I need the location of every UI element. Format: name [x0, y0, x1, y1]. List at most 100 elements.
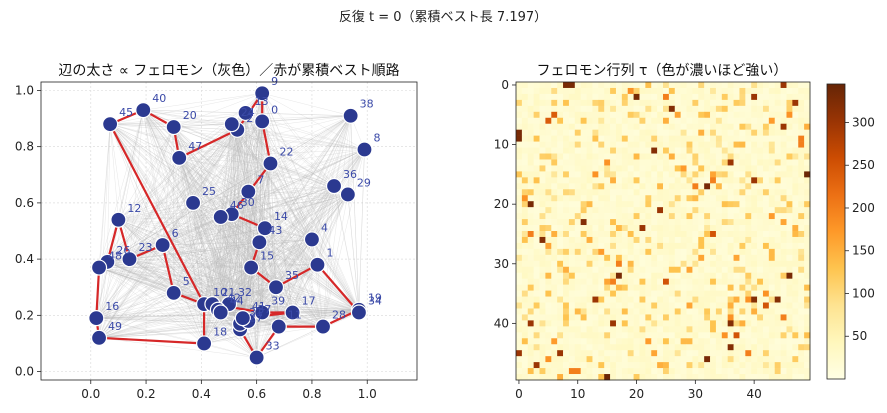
heatmap-cell: [680, 368, 687, 375]
heatmap-cell: [739, 111, 746, 119]
heatmap-cell: [539, 129, 546, 136]
heatmap-cell: [639, 123, 646, 130]
heatmap-cell: [545, 87, 552, 95]
heatmap-cell: [721, 195, 728, 202]
pheromone-edge: [259, 242, 318, 265]
heatmap-cell: [663, 141, 670, 148]
heatmap-cell: [745, 236, 752, 244]
heatmap-cell: [563, 93, 570, 101]
heatmap-cell: [668, 159, 676, 166]
heatmap-cell: [610, 225, 617, 232]
heatmap-cell: [780, 93, 787, 101]
heatmap-cell: [774, 231, 781, 238]
pheromone-edge: [118, 219, 163, 246]
pheromone-edge: [192, 129, 238, 204]
heatmap-cell: [521, 225, 529, 232]
heatmap-cell: [651, 207, 658, 214]
heatmap-cell: [733, 82, 740, 89]
heatmap-cell: [645, 308, 652, 315]
heatmap-cell: [792, 93, 799, 101]
heatmap-cell: [539, 165, 546, 172]
heatmap-cell: [715, 236, 723, 244]
pheromone-edge: [239, 149, 365, 330]
heatmap-cell: [745, 87, 752, 95]
heatmap-cell: [786, 189, 793, 196]
heatmap-cell: [539, 105, 546, 113]
heatmap-cell: [792, 314, 799, 321]
heatmap-cell: [768, 153, 776, 160]
heatmap-cell: [751, 296, 758, 303]
heatmap-cell: [704, 290, 711, 297]
heatmap-cell: [704, 314, 711, 321]
heatmap-cell: [757, 141, 764, 148]
heatmap-cell: [692, 278, 699, 285]
heatmap-cell: [692, 326, 699, 333]
heatmap-cell: [651, 368, 658, 375]
heatmap-cell: [774, 111, 781, 119]
heatmap-cell: [621, 195, 629, 202]
heatmap-cell: [598, 350, 605, 357]
heatmap-cell: [768, 105, 776, 113]
colorbar-tick-label: 300: [852, 115, 875, 129]
heatmap-cell: [563, 207, 570, 214]
heatmap-cell: [598, 165, 605, 172]
pheromone-edge: [162, 149, 365, 246]
heatmap-cell: [792, 111, 799, 119]
heatmap-cell: [545, 332, 552, 339]
heatmap-cell: [663, 189, 670, 196]
heatmap-cell: [680, 350, 687, 357]
heatmap-cell: [586, 99, 593, 107]
heatmap-cell: [762, 374, 770, 381]
pheromone-edge: [96, 121, 263, 319]
pheromone-edge: [231, 214, 241, 330]
heatmap-cell: [610, 242, 617, 250]
heatmap-cell: [804, 344, 811, 351]
heatmap-cell: [615, 236, 623, 244]
heatmap-cell: [621, 183, 629, 190]
heatmap-cell: [710, 344, 717, 351]
heatmap-cell: [804, 248, 811, 256]
heatmap-cell: [592, 326, 599, 333]
pheromone-edge: [98, 202, 194, 338]
heatmap-cell: [668, 147, 676, 154]
heatmap-cell: [757, 290, 764, 297]
x-tick-label: 0.4: [192, 387, 211, 401]
heatmap-cell: [751, 260, 758, 268]
heatmap-cell: [627, 368, 634, 375]
heatmap-cell: [792, 344, 799, 351]
heatmap-cell: [621, 260, 629, 268]
heatmap-cell: [627, 314, 634, 321]
heatmap-cell: [527, 159, 534, 166]
heatmap-cell: [686, 332, 693, 339]
heatmap-cell: [639, 219, 646, 226]
heatmap-cell: [780, 87, 787, 95]
heatmap-cell: [557, 368, 564, 375]
heatmap-cell: [639, 213, 646, 220]
heatmap-cell: [663, 284, 670, 291]
pheromone-edge: [109, 123, 324, 327]
heatmap-cell: [574, 135, 581, 142]
pheromone-edge: [248, 191, 313, 240]
heatmap-cell: [786, 290, 793, 297]
heatmap-cell: [533, 195, 540, 202]
pheromone-edge: [245, 112, 360, 313]
heatmap-cell: [539, 207, 546, 214]
heatmap-cell: [563, 189, 570, 196]
heatmap-cell: [762, 308, 770, 315]
heatmap-cell: [551, 254, 558, 262]
pheromone-edge: [242, 185, 335, 319]
heatmap-y-tick-label: 30: [494, 257, 509, 271]
heatmap-cell: [698, 260, 705, 268]
heatmap-cell: [768, 111, 776, 119]
pheromone-edge: [256, 163, 271, 358]
heatmap-cell: [804, 272, 811, 279]
heatmap-cell: [516, 183, 523, 190]
heatmap-cell: [592, 93, 599, 101]
pheromone-edge: [212, 239, 313, 305]
heatmap-cell: [633, 129, 640, 136]
heatmap-cell: [792, 183, 799, 190]
heatmap-cell: [721, 248, 728, 256]
city-node: [350, 304, 368, 321]
heatmap-cell: [780, 177, 787, 184]
heatmap-cell: [533, 284, 540, 291]
